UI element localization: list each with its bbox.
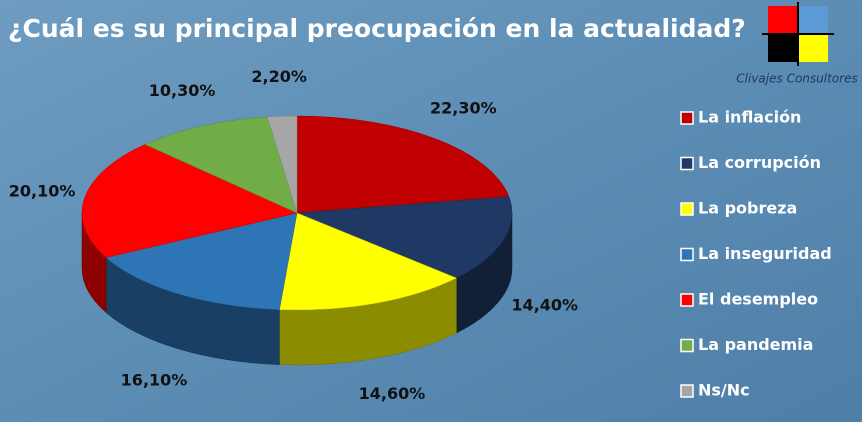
- slice: [81, 144, 298, 258]
- legend-swatch: [680, 293, 694, 307]
- legend-label: Ns/Nc: [698, 381, 750, 400]
- slice: [296, 196, 513, 279]
- legend-label: La pobreza: [698, 199, 797, 218]
- data-label: 14,40%: [511, 295, 578, 314]
- legend-swatch: [680, 247, 694, 262]
- legend-label: La pandemia: [698, 335, 813, 354]
- slice: [296, 115, 510, 214]
- slice: [267, 115, 298, 214]
- data-label: 22,30%: [430, 99, 497, 118]
- logo: [762, 2, 834, 66]
- slice: [105, 212, 298, 310]
- data-label: 2,20%: [251, 67, 307, 86]
- data-label: 20,10%: [9, 182, 76, 201]
- data-label: 14,60%: [359, 384, 426, 403]
- legend-label: El desempleo: [698, 290, 818, 309]
- chart-title: ¿Cuál es su principal preocupación en la…: [8, 14, 746, 43]
- legend-label: La corrupción: [698, 153, 821, 172]
- slice: [144, 116, 298, 214]
- legend-swatch: [680, 384, 694, 398]
- source: Clivajes Consultores: [736, 72, 857, 86]
- legend-label: La inseguridad: [698, 244, 832, 263]
- legend-label: La inflación: [698, 108, 801, 127]
- data-label: 16,10%: [121, 371, 188, 390]
- data-label: 10,30%: [149, 81, 216, 100]
- legend-swatch: [680, 202, 694, 216]
- legend-swatch: [680, 111, 694, 125]
- legend-swatch: [680, 338, 694, 353]
- slice: [279, 212, 458, 311]
- legend-swatch: [680, 156, 694, 171]
